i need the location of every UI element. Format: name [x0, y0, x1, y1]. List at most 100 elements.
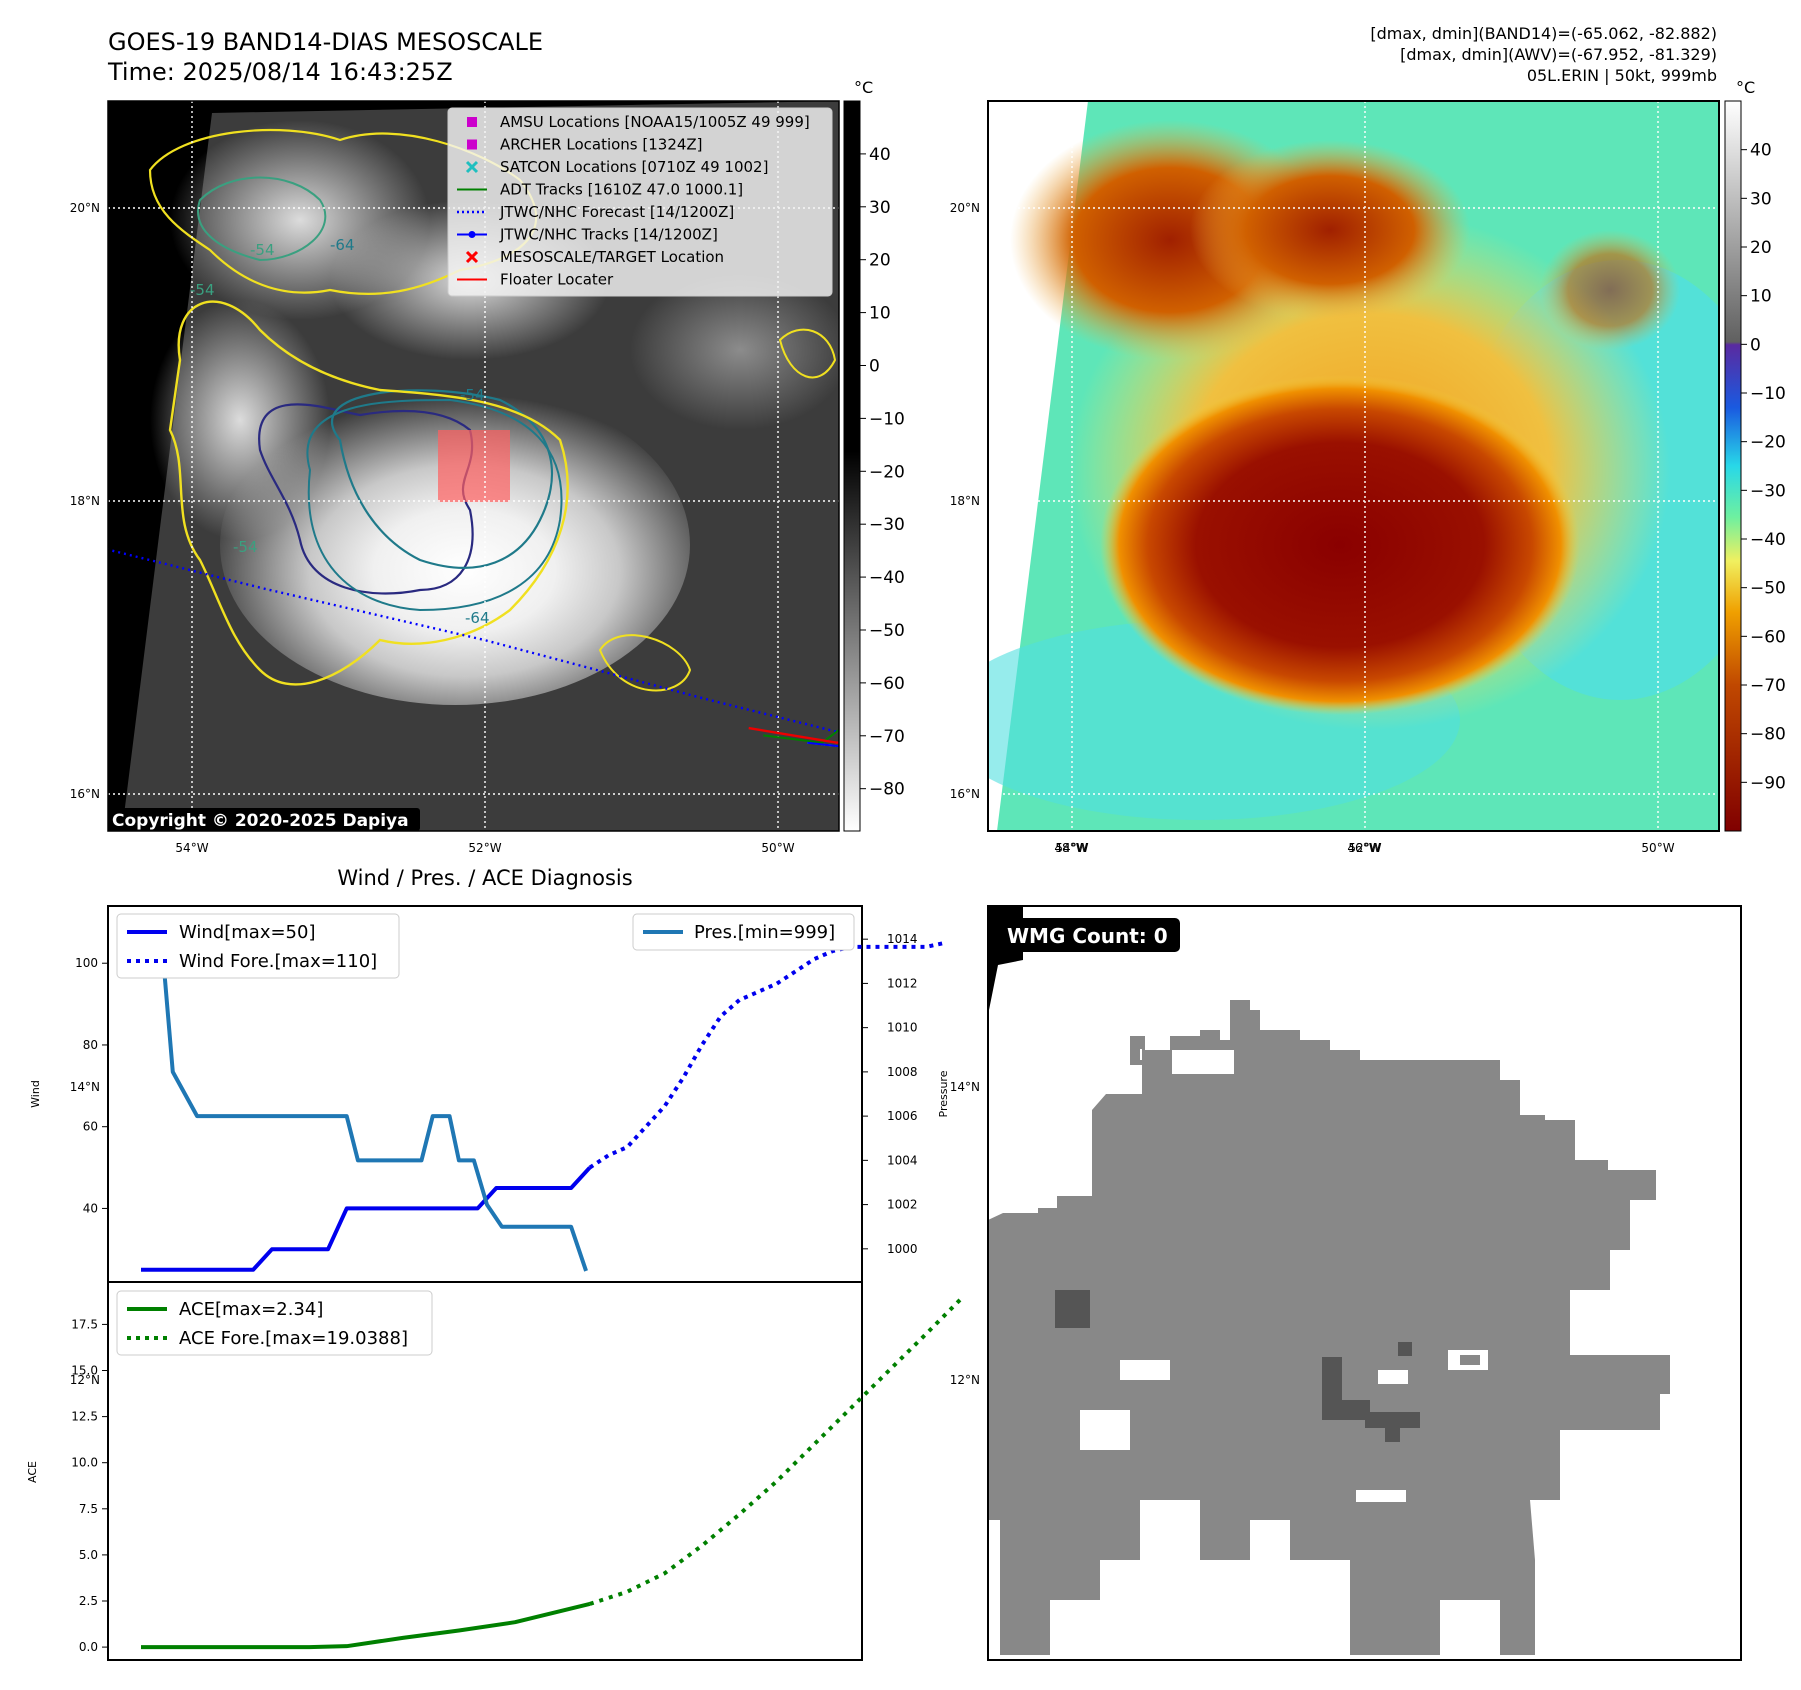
wind-forecast-series-line — [588, 940, 946, 1170]
lat-tick-label: 18°N — [950, 494, 980, 508]
amsu-marker — [890, 760, 900, 770]
gray-colorbar-tick-label: 30 — [869, 198, 891, 218]
legend-item: Floater Locater — [457, 271, 614, 289]
color-colorbar-unit: °C — [1736, 78, 1755, 97]
wind-pressure-chart: Wind Pressure 40 60 80 100 1000 1002 1004 1006 1… — [29, 905, 950, 1283]
ace-y-tick-label: 7.5 — [79, 1502, 98, 1516]
gray-colorbar-tick-label: −80 — [869, 780, 905, 800]
target-marker — [912, 730, 922, 740]
pressure-y-tick-label: 1006 — [887, 1109, 918, 1123]
gray-colorbar-tick-label: 10 — [869, 304, 891, 324]
lon-tick-label: 52°W — [1348, 841, 1381, 855]
wmg-dark-cell — [1055, 1290, 1090, 1328]
contour-label: -54 — [250, 241, 275, 259]
gray-colorbar: °C 40 30 20 10 0 −10 −20 −30 −40 −50 −60 −70 −80 — [843, 78, 905, 832]
pressure-y-tick-label: 1008 — [887, 1065, 918, 1079]
lon-tick-label: 46°W — [1347, 841, 1380, 855]
ir-cloud-east — [630, 270, 839, 430]
legend-box — [447, 107, 833, 297]
ir-storm-core — [220, 385, 690, 705]
best-track-point — [936, 754, 943, 761]
gray-colorbar-tick-label: −60 — [869, 674, 905, 694]
color-map-gridlines — [988, 101, 1719, 831]
ace-y-tick-label: 15.0 — [71, 1364, 98, 1378]
legend-label: JTWC/NHC Tracks [14/1200Z] — [499, 226, 718, 244]
ace-legend: ACE[max=2.34] ACE Fore.[max=19.0388] — [116, 1290, 433, 1356]
color-colorbar-tick-label: −10 — [1750, 384, 1786, 404]
legend-square-marker — [467, 139, 477, 150]
ace-y-tick-label: 0.0 — [79, 1640, 98, 1654]
gray-colorbar-tick-label: 40 — [869, 145, 891, 165]
ace-legend-label: ACE[max=2.34] — [179, 1299, 323, 1320]
pressure-y-tick-label: 1014 — [887, 932, 918, 946]
ace-axis-label: ACE — [26, 1461, 39, 1483]
wmg-frame-border — [987, 905, 1742, 1661]
ir-contour-southeast — [598, 634, 692, 692]
info-awv-range: [dmax, dmin](AWV)=(-67.952, -81.329) — [1400, 45, 1717, 64]
lat-tick-label: 16°N — [950, 787, 980, 801]
wmg-panel: WMG Count: 0 — [987, 905, 1742, 1661]
contour-label: -64 — [330, 236, 355, 254]
wind-legend-label: Wind[max=50] — [179, 922, 316, 943]
adt-track — [763, 728, 839, 744]
pressure-series-line — [144, 915, 588, 1272]
color-colorbar-tick-label: −20 — [1750, 433, 1786, 453]
info-band14-range: [dmax, dmin](BAND14)=(-65.062, -82.882) — [1370, 24, 1717, 43]
lat-tick-label: 14°N — [70, 1080, 100, 1094]
color-colorbar-tick-label: −60 — [1750, 627, 1786, 647]
contour-label: -54 — [190, 281, 215, 299]
copyright-text: Copyright © 2020-2025 Dapiya — [112, 811, 409, 831]
color-colorbar-tick-label: −30 — [1750, 481, 1786, 501]
color-colorbar: °C 40 30 20 10 0 −10 −20 −30 −40 −50 −60 −70 −80 −90 — [1724, 78, 1786, 832]
gray-colorbar-tick-label: −70 — [869, 727, 905, 747]
ace-y-tick-label: 17.5 — [71, 1317, 98, 1331]
ir-contour-warm — [168, 300, 569, 686]
color-colorbar-bar — [1724, 100, 1742, 832]
gray-colorbar-tick-label: −50 — [869, 621, 905, 641]
color-storm-core — [1100, 375, 1580, 715]
contour-label: -64 — [465, 609, 490, 627]
wmg-gray-region — [988, 1000, 1670, 1655]
wind-legend-box — [116, 913, 400, 979]
lat-tick-label: 20°N — [950, 201, 980, 215]
color-colorbar-tick-label: −70 — [1750, 676, 1786, 696]
legend-label: ARCHER Locations [1324Z] — [500, 136, 703, 154]
legend-dot-marker — [468, 231, 476, 238]
legend-label: Floater Locater — [500, 271, 614, 289]
contour-label: -54 — [460, 386, 485, 404]
lat-tick-label: 18°N — [70, 494, 100, 508]
legend-item: ADT Tracks [1610Z 47.0 1000.1] — [457, 181, 743, 199]
ace-y-tick-label: 5.0 — [79, 1548, 98, 1562]
pressure-legend-box — [632, 913, 855, 951]
wmg-count-box — [996, 918, 1180, 952]
floater-track — [748, 726, 839, 744]
mesoscale-target-box — [438, 430, 510, 502]
ace-series-line — [141, 1602, 591, 1650]
wmg-hole — [1080, 1410, 1130, 1450]
color-colorbar-tick-label: 20 — [1750, 238, 1772, 258]
lon-tick-label: 54°W — [1055, 841, 1088, 855]
ace-y-tick-label: 12.5 — [71, 1410, 98, 1424]
legend-item: SATCON Locations [0710Z 49 1002] — [465, 158, 768, 176]
ace-forecast-series-line — [589, 1294, 966, 1606]
legend-label: MESOSCALE/TARGET Location — [500, 248, 724, 266]
gray-colorbar-tick-label: 20 — [869, 251, 891, 271]
lat-tick-label: 12°N — [950, 1373, 980, 1387]
color-colorbar-tick-label: −80 — [1750, 725, 1786, 745]
pressure-y-tick-label: 1004 — [887, 1153, 918, 1167]
ace-y-tick-label: 2.5 — [79, 1594, 98, 1608]
map-axis-labels: 20°N 18°N 16°N 14°N 12°N 54°W 52°W 50°W 48°W 46°W… — [70, 201, 1675, 1387]
wmg-hole — [1040, 1030, 1090, 1070]
color-colorbar-tick-label: −50 — [1750, 579, 1786, 599]
ir-contour-cold — [258, 403, 474, 595]
info-storm: 05L.ERIN | 50kt, 999mb — [1527, 66, 1717, 85]
wmg-hole — [1172, 1050, 1234, 1074]
pressure-y-tick-label: 1000 — [887, 1242, 918, 1256]
color-colorbar-tick-label: 30 — [1750, 189, 1772, 209]
wmg-dark-cell — [1322, 1357, 1420, 1442]
ir-map-frame — [107, 100, 840, 832]
legend-item: MESOSCALE/TARGET Location — [465, 248, 724, 266]
lon-tick-label: 54°W — [175, 841, 208, 855]
pressure-legend-label: Pres.[min=999] — [694, 922, 835, 943]
lon-tick-label: 48°W — [1054, 841, 1087, 855]
